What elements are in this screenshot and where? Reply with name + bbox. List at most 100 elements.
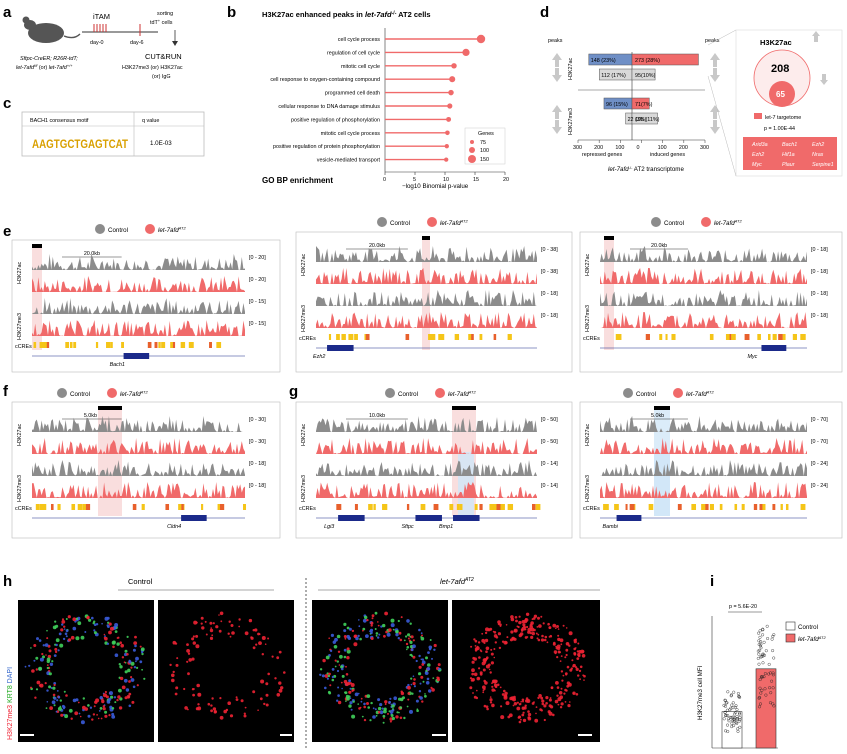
signal-track bbox=[32, 416, 245, 432]
legend-control-dot bbox=[385, 388, 395, 398]
cutrun-label: CUT&RUN bbox=[145, 52, 182, 61]
signal-track bbox=[32, 460, 245, 476]
i-legend-control: Control bbox=[798, 624, 818, 631]
d-repressed-value: 148 (23%) bbox=[591, 58, 616, 64]
d-bar-induced bbox=[631, 68, 656, 81]
track-range: [0 - 70] bbox=[811, 417, 828, 423]
d-peaks-right: peaks bbox=[705, 38, 720, 44]
gene-name: Myc bbox=[752, 162, 762, 168]
h3k27me3-track-label: H3K27me3 bbox=[17, 475, 23, 502]
scale-label: 20.0kb bbox=[369, 243, 385, 249]
b-category-label: vesicle-mediated transport bbox=[317, 158, 381, 164]
panel-d: peaks peaks H3K27ac H3K27me3 148 (23%) 27… bbox=[548, 29, 843, 177]
motif-header: BACH1 consensus motif bbox=[30, 118, 89, 124]
d-induced: induced genes bbox=[650, 152, 685, 158]
track-range: [0 - 14] bbox=[541, 461, 558, 467]
b-category-label: positive regulation of protein phosphory… bbox=[273, 144, 380, 150]
h3k27me3-track-label: H3K27me3 bbox=[17, 313, 23, 340]
track-range: [0 - 18] bbox=[811, 313, 828, 319]
panel-label-c: c bbox=[3, 95, 11, 112]
b-xtick: 20 bbox=[503, 177, 509, 183]
q-value: 1.0E-03 bbox=[150, 140, 172, 147]
legend-mutant: let-7afdAT2 bbox=[686, 390, 714, 399]
signal-track bbox=[600, 482, 807, 498]
legend-mutant: let-7afdAT2 bbox=[714, 219, 742, 228]
track-range: [0 - 38] bbox=[541, 247, 558, 253]
legend-control-dot bbox=[651, 217, 661, 227]
signal-track bbox=[600, 246, 807, 262]
b-point bbox=[446, 116, 452, 122]
b-legend-150: 150 bbox=[480, 157, 489, 163]
q-header: q value bbox=[142, 118, 159, 124]
legend-mutant-dot bbox=[435, 388, 445, 398]
track-range: [0 - 18] bbox=[249, 461, 266, 467]
panel-label-f: f bbox=[3, 383, 9, 400]
signal-track bbox=[600, 290, 807, 306]
d-peaks-left: peaks bbox=[548, 38, 563, 44]
d-transcriptome: let-7afd-/- AT2 transcriptome bbox=[608, 165, 684, 173]
gene-label: Cldn4 bbox=[167, 524, 181, 530]
b-point bbox=[444, 157, 449, 162]
h3k27me3-track-label: H3K27me3 bbox=[301, 475, 307, 502]
gene-model bbox=[181, 515, 207, 521]
legend-control: Control bbox=[390, 220, 410, 227]
track-range: [0 - 50] bbox=[541, 417, 558, 423]
track-range: [0 - 20] bbox=[249, 277, 266, 283]
gene-model bbox=[761, 345, 787, 351]
venn-up-arrow bbox=[812, 31, 820, 42]
legend-control-dot bbox=[95, 224, 105, 234]
track-range: [0 - 20] bbox=[249, 255, 266, 261]
peak-bar bbox=[604, 236, 614, 240]
signal-track bbox=[32, 320, 245, 336]
b-legend-title: Genes bbox=[478, 131, 494, 137]
d-xtick: 100 bbox=[615, 145, 624, 151]
gene-model bbox=[123, 353, 150, 359]
gene-label: Bach1 bbox=[110, 362, 125, 368]
cells-label: tdT+ cells bbox=[150, 18, 173, 26]
ccres-label: cCREs bbox=[583, 336, 600, 342]
h3k27ac-track-label: H3K27ac bbox=[301, 254, 307, 276]
ccres-label: cCREs bbox=[299, 506, 316, 512]
h3k27ac-track-label: H3K27ac bbox=[17, 262, 23, 284]
peak-bar bbox=[452, 406, 476, 410]
d-induced-value: 95(10%) bbox=[635, 73, 656, 79]
d-bar-induced bbox=[631, 97, 650, 110]
legend-mutant-dot bbox=[673, 388, 683, 398]
h3k27ac-track-label: H3K27ac bbox=[585, 254, 591, 276]
d-xtick: 0 bbox=[637, 145, 640, 151]
signal-track bbox=[600, 416, 807, 432]
track-range: [0 - 24] bbox=[811, 483, 828, 489]
b-legend-dot-150 bbox=[468, 155, 476, 163]
legend-mutant-dot bbox=[107, 388, 117, 398]
signal-track bbox=[316, 460, 537, 476]
d-induced-value: 273 (28%) bbox=[635, 58, 660, 64]
ccres-label: cCREs bbox=[583, 506, 600, 512]
b-xtick: 0 bbox=[383, 177, 386, 183]
signal-track bbox=[316, 246, 537, 262]
b-category-label: positive regulation of phosphorylation bbox=[291, 117, 380, 123]
d-repressed-value: 22 (3%) bbox=[628, 117, 647, 123]
i-ylabel: H3K27me3 cell MFI bbox=[697, 665, 704, 720]
d-xtick: 200 bbox=[594, 145, 603, 151]
i-legend-control-swatch bbox=[785, 621, 796, 631]
signal-track bbox=[316, 482, 537, 498]
panel-label-a: a bbox=[3, 4, 12, 21]
track-range: [0 - 15] bbox=[249, 321, 266, 327]
motif-logo: AAGTGCTGAGTCAT bbox=[32, 137, 129, 151]
d-xtick: 100 bbox=[658, 145, 667, 151]
b-xtick: 5 bbox=[413, 177, 416, 183]
d-induced-value: 71(7%) bbox=[635, 102, 653, 108]
panel-h: Control let-7afdAT2 H3K27me3 KRT8 DAPI bbox=[7, 577, 600, 750]
track-range: [0 - 14] bbox=[541, 483, 558, 489]
d-xtick: 200 bbox=[679, 145, 688, 151]
legend-mutant-dot bbox=[427, 217, 437, 227]
b-point bbox=[448, 89, 454, 96]
legend-mutant: let-7afdAT2 bbox=[120, 390, 148, 399]
track-panel-e1: 20.0kb H3K27ac H3K27me3 [0 - 20] [0 - 20] [0 … bbox=[11, 239, 281, 373]
b-xlabel: −log10 Binomial p-value bbox=[402, 183, 469, 190]
b-category-label: regulation of cell cycle bbox=[327, 50, 380, 56]
gene-label: Lgi3 bbox=[324, 524, 334, 530]
b-point bbox=[476, 34, 486, 44]
genotype-line2: let-7afdf/f (or) let-7afd+/+ bbox=[16, 63, 73, 71]
